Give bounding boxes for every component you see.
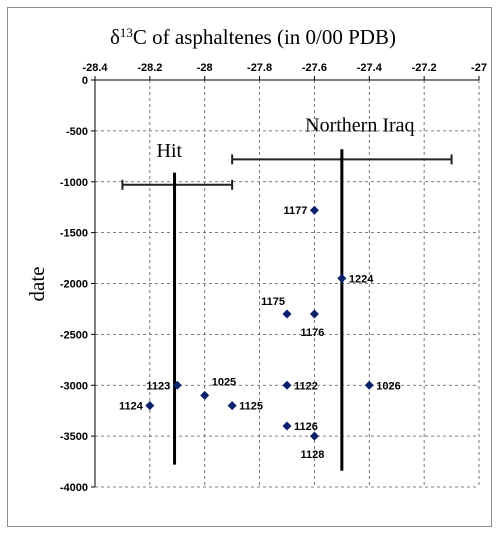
scatter-chart: δ13C of asphaltenes (in 0/00 PDB) date -… xyxy=(25,25,487,495)
chart-title: δ13C of asphaltenes (in 0/00 PDB) xyxy=(110,25,396,50)
grid xyxy=(95,80,480,488)
x-tick-label: -28.4 xyxy=(82,62,108,74)
data-point-label: 1126 xyxy=(294,421,318,433)
data-points: 1177 1224 1175 1176 1123 1025 1122 1026 1124 1125… xyxy=(119,205,401,461)
x-tick-label: -27.2 xyxy=(412,62,437,74)
data-point xyxy=(309,205,319,215)
x-tick-label: -27.8 xyxy=(247,62,272,74)
data-point-label: 1176 xyxy=(300,327,324,339)
x-tick-label: -27 xyxy=(471,62,487,74)
data-point xyxy=(364,380,374,390)
y-axis-label: date xyxy=(25,267,49,302)
data-point xyxy=(172,380,182,390)
data-point xyxy=(282,421,292,431)
group-label: Northern Iraq xyxy=(305,114,414,136)
data-point-label: 1125 xyxy=(239,401,263,413)
x-tick-label: -28.2 xyxy=(137,62,162,74)
x-tick-label: -28 xyxy=(197,62,213,74)
group-label: Hit xyxy=(157,140,183,162)
data-point xyxy=(337,273,347,283)
group-ranges: Hit Northern Iraq xyxy=(121,114,453,471)
data-point xyxy=(309,309,319,319)
data-point-label: 1177 xyxy=(284,205,308,217)
data-point xyxy=(282,380,292,390)
data-point-label: 1122 xyxy=(294,380,318,392)
x-tick-label: -27.6 xyxy=(302,62,327,74)
y-tick-label: -1000 xyxy=(60,177,88,189)
y-tick-label: -2000 xyxy=(60,279,88,291)
tick-labels: -28.4 -28.2 -28 -27.8 -27.6 -27.4 -27.2 -27 0 -50… xyxy=(60,62,487,494)
data-point xyxy=(145,401,155,411)
y-tick-label: -500 xyxy=(66,126,88,138)
y-tick-label: -3500 xyxy=(60,431,88,443)
x-tick-label: -27.4 xyxy=(357,62,383,74)
axes xyxy=(91,76,480,488)
data-point-label: 1123 xyxy=(146,380,170,392)
data-point-label: 1128 xyxy=(300,449,324,461)
data-point-label: 1224 xyxy=(349,273,374,285)
data-point-label: 1175 xyxy=(261,296,285,308)
data-point-label: 1026 xyxy=(376,380,400,392)
data-point xyxy=(227,401,237,411)
y-tick-label: 0 xyxy=(82,75,88,87)
y-tick-label: -3000 xyxy=(60,380,88,392)
y-tick-label: -4000 xyxy=(60,482,88,494)
data-point-label: 1025 xyxy=(212,376,236,388)
y-tick-label: -2500 xyxy=(60,329,88,341)
data-point xyxy=(309,431,319,441)
data-point-label: 1124 xyxy=(119,401,144,413)
data-point xyxy=(200,390,210,400)
chart-frame: δ13C of asphaltenes (in 0/00 PDB) date -… xyxy=(7,7,492,527)
y-tick-label: -1500 xyxy=(60,228,88,240)
data-point xyxy=(282,309,292,319)
